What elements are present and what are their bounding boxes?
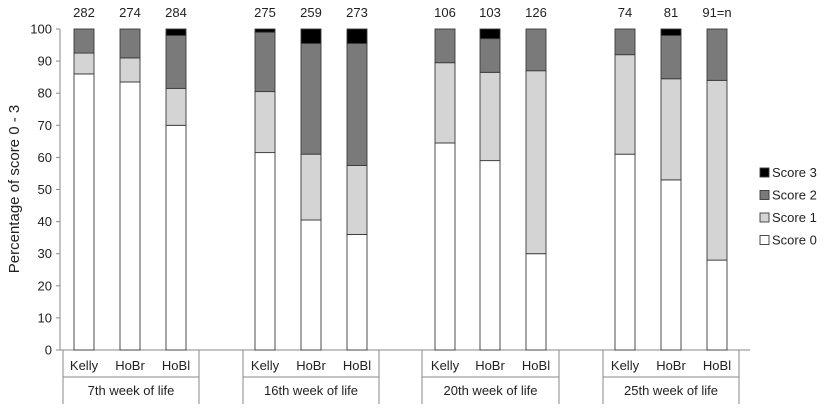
bar-segment-score-0 xyxy=(479,160,501,351)
bar-segment-score-1 xyxy=(434,62,456,144)
legend-swatch xyxy=(759,235,770,245)
group-label: 16th week of life xyxy=(264,383,358,398)
category-label: HoBl xyxy=(343,358,371,373)
category-label: Kelly xyxy=(611,358,640,373)
y-tick-label: 50 xyxy=(38,182,52,197)
plot-area: 0 10 20 30 40 50 60 70 80 90 100 282 Kelly 274 HoBr 284… xyxy=(30,5,750,404)
bar-segment-score-0 xyxy=(254,152,276,351)
n-label: 259 xyxy=(300,5,322,20)
y-tick-label: 40 xyxy=(38,214,52,229)
category-label: Kelly xyxy=(431,358,460,373)
bar-segment-score-0 xyxy=(346,233,368,351)
legend-label: Score 1 xyxy=(772,210,817,225)
bar-segment-score-1 xyxy=(300,153,322,221)
bar-segment-score-2 xyxy=(73,28,95,54)
group-label: 7th week of life xyxy=(88,383,175,398)
y-tick-label: 30 xyxy=(38,246,52,261)
category-label: Kelly xyxy=(70,358,99,373)
bar-segment-score-3 xyxy=(660,28,682,36)
bar-segment-score-0 xyxy=(706,259,728,351)
y-tick-label: 60 xyxy=(38,150,52,165)
bar-segment-score-3 xyxy=(346,28,368,44)
y-tick-label: 70 xyxy=(38,118,52,133)
y-tick-label: 20 xyxy=(38,278,52,293)
category-label: HoBl xyxy=(162,358,190,373)
bar-segment-score-1 xyxy=(614,54,636,155)
n-label: 126 xyxy=(525,5,547,20)
y-tick-label: 100 xyxy=(30,22,52,37)
bar-segment-score-2 xyxy=(119,28,141,59)
bar-segment-score-2 xyxy=(525,28,547,72)
n-label: 275 xyxy=(254,5,276,20)
category-label: HoBl xyxy=(703,358,731,373)
n-label: 273 xyxy=(346,5,368,20)
category-label: HoBr xyxy=(115,358,145,373)
legend-label: Score 3 xyxy=(772,165,817,180)
legend-label: Score 0 xyxy=(772,233,817,248)
bar-segment-score-2 xyxy=(614,28,636,56)
bar-segment-score-2 xyxy=(479,38,501,73)
y-tick-label: 80 xyxy=(38,86,52,101)
y-tick-label: 0 xyxy=(45,343,52,358)
bar-segment-score-3 xyxy=(165,28,187,36)
bar-segment-score-2 xyxy=(300,42,322,155)
bar-segment-score-1 xyxy=(254,91,276,154)
category-label: Kelly xyxy=(251,358,280,373)
group-label: 20th week of life xyxy=(444,383,538,398)
legend-label: Score 2 xyxy=(772,188,817,203)
bar-segment-score-3 xyxy=(254,28,276,33)
bar-segment-score-3 xyxy=(300,28,322,44)
bar-segment-score-1 xyxy=(479,71,501,162)
n-label: 274 xyxy=(119,5,141,20)
bar-segment-score-1 xyxy=(119,57,141,83)
bar-segment-score-1 xyxy=(346,164,368,235)
category-label: HoBr xyxy=(656,358,686,373)
bar-segment-score-0 xyxy=(660,179,682,351)
bar-segment-score-1 xyxy=(73,52,95,75)
bar-segment-score-2 xyxy=(254,31,276,93)
n-label: 284 xyxy=(165,5,187,20)
y-axis-label: Percentage of score 0 - 3 xyxy=(6,105,23,273)
bar-segment-score-2 xyxy=(434,28,456,64)
bar-segment-score-2 xyxy=(165,34,187,89)
bar-segment-score-2 xyxy=(706,28,728,81)
bar-segment-score-1 xyxy=(165,87,187,126)
bar-segment-score-3 xyxy=(479,28,501,40)
y-tick-label: 10 xyxy=(38,310,52,325)
bar-segment-score-2 xyxy=(346,42,368,166)
legend-swatch xyxy=(759,190,770,200)
n-label: 106 xyxy=(434,5,456,20)
legend-swatch xyxy=(759,167,770,178)
y-tick-label: 90 xyxy=(38,54,52,69)
bar-segment-score-2 xyxy=(660,34,682,80)
bar-segment-score-0 xyxy=(525,253,547,351)
bar-segment-score-0 xyxy=(165,124,187,351)
bar-segment-score-0 xyxy=(614,153,636,351)
bar-segment-score-0 xyxy=(434,142,456,351)
legend: Score 3 Score 2 Score 1 Score 0 xyxy=(759,165,817,248)
category-label: HoBl xyxy=(522,358,550,373)
bar-segment-score-1 xyxy=(525,70,547,255)
bar-segment-score-0 xyxy=(73,73,95,351)
n-label: 282 xyxy=(73,5,95,20)
category-label: HoBr xyxy=(475,358,505,373)
legend-swatch xyxy=(759,212,770,223)
group-label: 25th week of life xyxy=(624,383,718,398)
bar-segment-score-0 xyxy=(300,219,322,351)
n-label: 91=n xyxy=(702,5,731,20)
n-label: 74 xyxy=(618,5,632,20)
category-label: HoBr xyxy=(296,358,326,373)
bar-segment-score-1 xyxy=(660,78,682,181)
bar-segment-score-1 xyxy=(706,79,728,261)
n-label: 103 xyxy=(479,5,501,20)
bar-segment-score-0 xyxy=(119,81,141,351)
n-label: 81 xyxy=(664,5,678,20)
